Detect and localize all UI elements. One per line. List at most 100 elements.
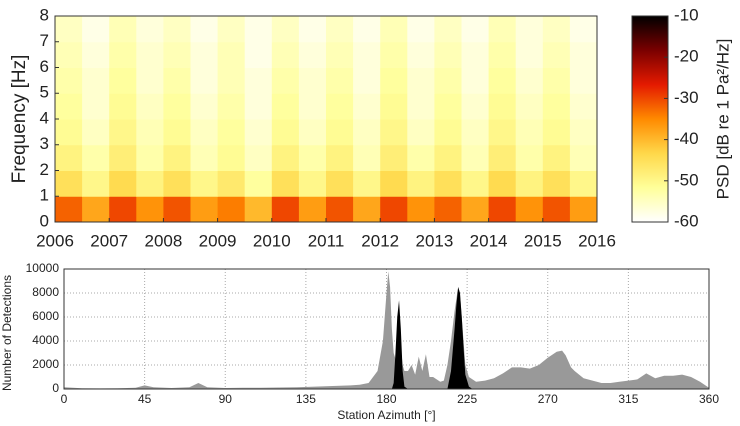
heat-cell [298,16,327,43]
heat-cell [569,67,598,94]
heat-cell [82,170,110,197]
heat-cell [515,93,544,120]
colorbar-tick-label: -30 [674,88,699,107]
heat-cell [136,93,164,120]
heat-cell [82,93,110,120]
x-tick-label: 0 [61,392,68,406]
heat-cell [434,196,462,223]
y-tick-label: 2 [40,160,49,179]
heat-cell [298,41,327,68]
heat-cell [515,67,544,94]
heat-cell [407,119,435,146]
heat-cell [407,16,435,43]
x-tick-label: 2006 [36,231,74,250]
heat-cell [55,119,83,146]
heat-cell [461,93,490,120]
heat-cell [244,119,273,146]
y-tick-label: 8 [40,5,49,24]
heat-cell [515,144,544,171]
heat-cell [542,16,571,43]
heat-cell [271,196,300,223]
x-tick-label: 135 [296,392,316,406]
heat-cell [542,93,571,120]
heat-cell [190,41,219,68]
heat-cell [542,41,571,68]
heat-cell [55,144,83,171]
heat-cell [488,119,517,146]
heat-cell [488,196,517,223]
heat-cell [569,196,598,223]
heat-cell [271,170,300,197]
x-tick-label: 45 [138,392,152,406]
y-tick-label: 0 [40,211,49,230]
heat-cell [569,170,598,197]
y-tick-label: 4000 [32,333,59,347]
heat-cell [163,16,191,43]
y-tick-label: 4 [40,108,49,127]
y-tick-label: 3 [40,134,49,153]
heat-cell [163,170,191,197]
heat-cell [55,16,83,43]
heat-cell [217,41,246,68]
heat-cell [353,93,381,120]
heat-cell [190,119,219,146]
heat-cell [82,67,110,94]
heat-cell [380,93,408,120]
x-tick-label: 2013 [415,231,453,250]
y-tick-label: 10000 [26,261,60,275]
heat-cell [353,170,381,197]
heat-cell [380,16,408,43]
heat-cell [353,16,381,43]
heat-cell [244,196,273,223]
heat-cell [353,119,381,146]
heat-cell [407,170,435,197]
heat-cell [542,67,571,94]
heat-cell [461,41,490,68]
heat-cell [82,144,110,171]
heat-cell [82,16,110,43]
heat-cell [461,144,490,171]
heat-cell [109,67,137,94]
heat-cell [217,16,246,43]
heat-cell [434,67,462,94]
heat-cell [515,170,544,197]
colorbar-label: PSD [dB re 1 Pa²/Hz] [713,39,732,200]
heat-cell [109,196,137,223]
heat-cell [163,93,191,120]
heat-cell [488,16,517,43]
colorbar-tick-label: -10 [674,5,699,24]
x-tick-label: 270 [538,392,558,406]
heat-cell [190,170,219,197]
heat-cell [407,93,435,120]
heat-cell [271,119,300,146]
heat-cell [244,67,273,94]
heat-cell [55,93,83,120]
heat-cell [190,93,219,120]
heat-cell [488,41,517,68]
heat-cell [244,16,273,43]
heat-cell [461,16,490,43]
heat-cell [136,196,164,223]
x-tick-label: 2011 [308,231,345,250]
heat-cell [488,67,517,94]
heat-cell [461,119,490,146]
colorbar-tick-label: -60 [674,211,699,230]
heat-cell [569,119,598,146]
x-tick-label: 2014 [470,231,508,250]
y-tick-label: 7 [40,31,49,50]
heat-cell [542,170,571,197]
heat-cell [163,119,191,146]
heat-cell [136,41,164,68]
heat-cell [244,93,273,120]
heat-cell [217,144,246,171]
heat-cell [353,41,381,68]
heat-cell [109,119,137,146]
heat-cell [542,196,571,223]
heat-cell [326,67,354,94]
heat-cell [434,93,462,120]
heat-cell [298,67,327,94]
heat-cell [298,144,327,171]
heat-cell [271,144,300,171]
heat-cell [271,93,300,120]
heat-cell [326,93,354,120]
